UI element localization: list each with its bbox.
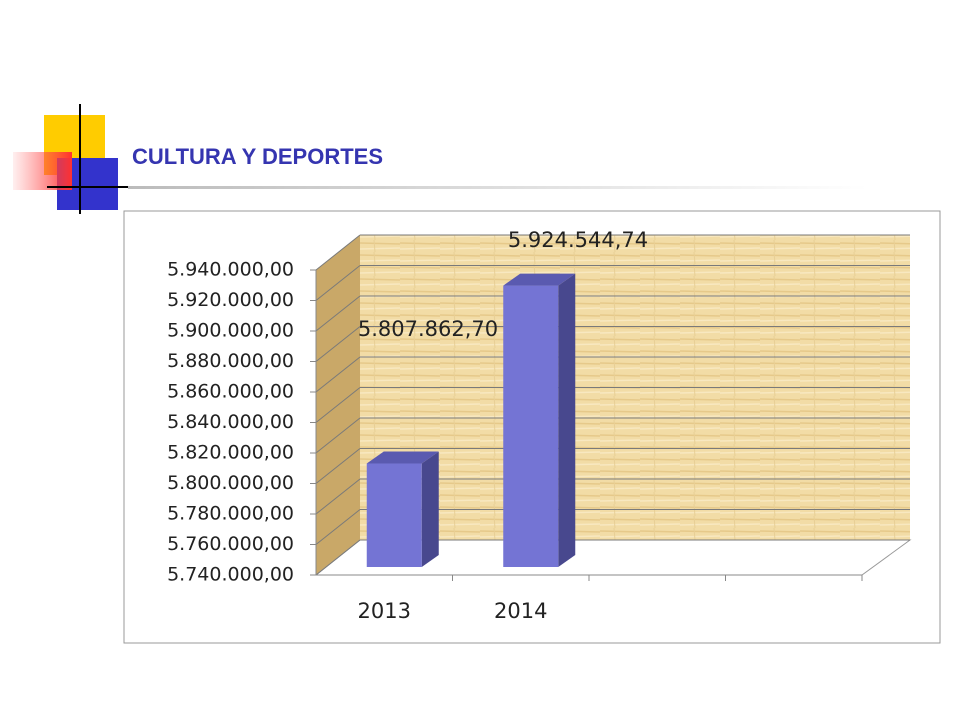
y-tick-label: 5.920.000,00 [167,289,294,311]
grid-line [315,356,361,393]
grid-line [315,234,361,271]
grid-line [315,387,361,423]
slide-title: CULTURA Y DEPORTES [132,144,383,169]
grid-line [315,539,361,576]
y-tick-label: 5.760.000,00 [167,533,294,555]
y-tick-label: 5.740.000,00 [167,564,294,586]
bar-side [421,451,439,567]
y-tick-label: 5.880.000,00 [167,350,294,372]
grid-line [315,265,361,301]
bar-top [503,273,576,286]
y-tick-label: 5.860.000,00 [167,381,294,403]
grid-line [315,509,361,545]
bar [366,463,422,567]
value-label: 5.807.862,70 [358,317,498,341]
y-tick-label: 5.940.000,00 [167,259,294,281]
grid-line [315,448,361,484]
x-tick-label: 2014 [494,599,547,623]
x-tick-label: 2013 [358,599,411,623]
y-tick-label: 5.780.000,00 [167,503,294,525]
grid-line [315,417,361,454]
grid-line [315,295,361,332]
bar [503,285,559,567]
y-tick-label: 5.840.000,00 [167,411,294,433]
grid-line [315,326,361,362]
bar-side [558,273,576,567]
bar-top [366,451,439,464]
y-tick-label: 5.800.000,00 [167,472,294,494]
grid-line [315,478,361,515]
value-label: 5.924.544,74 [508,228,648,252]
decoration [13,104,868,214]
y-tick-label: 5.900.000,00 [167,320,294,342]
y-tick-label: 5.820.000,00 [167,442,294,464]
